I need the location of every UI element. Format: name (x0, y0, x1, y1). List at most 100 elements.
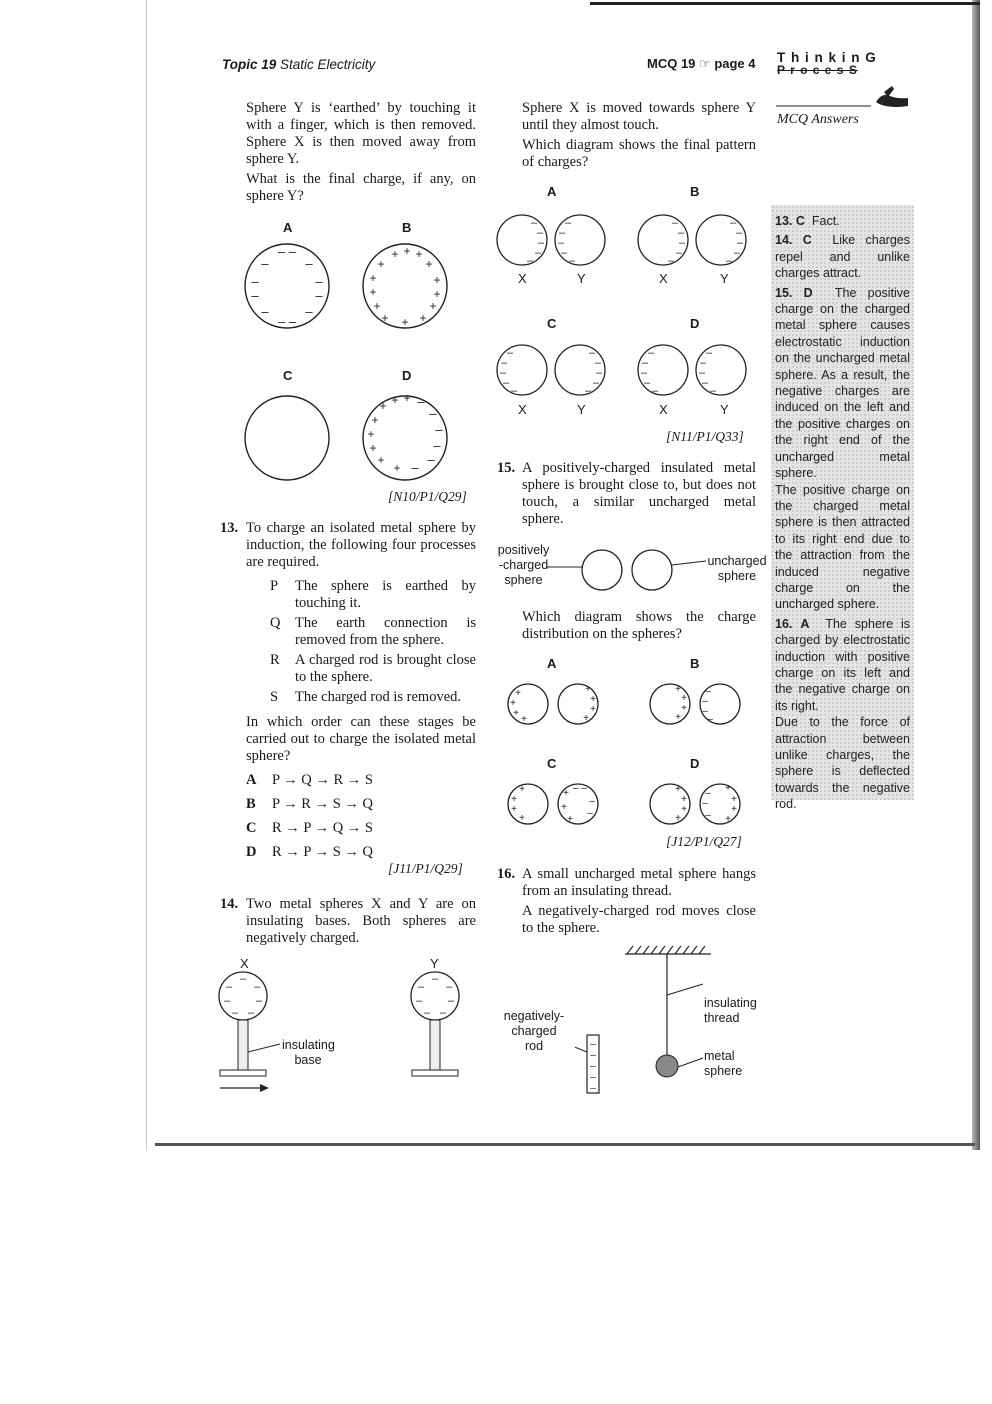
q12-opt-a-label: A (283, 220, 293, 235)
q12-sphere-d: + + + +++ ++ ––– ––– (362, 391, 448, 481)
svg-text:–: – (565, 217, 572, 229)
svg-text:–: – (446, 981, 453, 993)
svg-text:– –: – – (278, 244, 297, 259)
svg-text:– –: – – (573, 783, 587, 794)
svg-text:–: – (699, 367, 706, 379)
svg-text:–: – (251, 288, 259, 303)
mcq-page-header: MCQ 19 ☞ page 4 (647, 56, 756, 72)
svg-text:+: + (675, 784, 681, 795)
q16-para2: A negatively-charged rod moves close to … (522, 903, 756, 936)
svg-text:–: – (679, 237, 686, 249)
q15-ref: [J12/P1/Q27] (666, 834, 742, 849)
svg-text:+: + (513, 708, 519, 719)
q16-thread-label: insulating thread (704, 996, 757, 1025)
svg-text:–: – (248, 1007, 255, 1019)
svg-text:+: + (567, 814, 573, 825)
svg-text:+: + (681, 693, 687, 704)
svg-text:+: + (403, 391, 410, 405)
answers-panel (771, 205, 914, 800)
svg-text:–: – (702, 377, 709, 389)
answers-title: MCQ Answers (777, 112, 859, 127)
svg-text:–: – (590, 1072, 596, 1083)
svg-text:–: – (315, 288, 323, 303)
svg-text:+: + (519, 813, 525, 824)
svg-text:–: – (707, 714, 713, 725)
svg-text:+: + (510, 698, 516, 709)
svg-text:+: + (373, 299, 380, 313)
q15-opt-a-label: A (547, 656, 557, 671)
q15-option-c-pair: ++++ +++ – ––– (507, 783, 599, 825)
svg-text:–: – (737, 237, 744, 249)
svg-text:+: + (433, 273, 440, 287)
svg-text:–: – (736, 227, 743, 239)
svg-text:–: – (585, 385, 592, 397)
q14-a-x-label: X (518, 271, 527, 286)
q15-option-d-pair: ++++ ––– ++++ (649, 783, 741, 825)
q12-ref: [N10/P1/Q29] (388, 489, 467, 504)
svg-text:–: – (652, 385, 659, 397)
svg-text:–: – (702, 696, 708, 707)
svg-text:–: – (224, 995, 231, 1007)
svg-text:–: – (535, 247, 542, 259)
svg-text:–: – (305, 256, 313, 271)
q12-sphere-c (244, 395, 330, 481)
q14-d-x-label: X (659, 402, 668, 417)
svg-text:–: – (587, 808, 593, 819)
q14-option-b-pair: ––––– ––––– (637, 214, 747, 267)
page-label: page 4 (714, 56, 756, 71)
svg-text:–: – (305, 304, 313, 319)
svg-text:–: – (590, 1083, 596, 1094)
svg-text:–: – (448, 995, 455, 1007)
svg-text:+: + (367, 427, 374, 441)
svg-text:–: – (511, 385, 518, 397)
svg-text:–: – (559, 227, 566, 239)
svg-text:–: – (726, 255, 733, 267)
q14-c-y-label: Y (577, 402, 586, 417)
svg-text:+: + (511, 794, 517, 805)
svg-text:–: – (705, 686, 711, 697)
svg-text:+: + (675, 684, 681, 695)
svg-text:–: – (705, 810, 711, 821)
svg-text:–: – (424, 1007, 431, 1019)
svg-text:–: – (507, 347, 514, 359)
svg-text:–: – (558, 237, 565, 249)
q13-question: In which order can these stages be carri… (246, 714, 476, 764)
svg-text:+: + (731, 794, 737, 805)
svg-text:–: – (527, 255, 534, 267)
q15-question: Which diagram shows the charge distribut… (522, 609, 756, 642)
answers-list: 13. C Fact. 14. C Like charges repel and… (775, 213, 910, 816)
brand-line2: P r o c e s S (777, 63, 858, 77)
brand-line1: T h i n k i n G (777, 50, 877, 65)
svg-text:+: + (590, 694, 596, 705)
svg-text:–: – (590, 1050, 596, 1061)
q14-spheres-diagram: –– – – –– – –– – – –– – (218, 971, 460, 1092)
svg-text:–: – (531, 217, 538, 229)
svg-text:+: + (511, 804, 517, 815)
q12-opt-d-label: D (402, 368, 412, 383)
svg-text:+: + (377, 453, 384, 467)
svg-text:+: + (371, 413, 378, 427)
svg-text:–: – (702, 798, 708, 809)
svg-text:–: – (678, 227, 685, 239)
svg-text:–: – (641, 367, 648, 379)
svg-text:+: + (521, 714, 527, 725)
q14-sphere-y: –– – – –– – (410, 971, 460, 1077)
svg-text:–: – (411, 460, 419, 475)
answer-15-cont: The positive charge on the charged metal… (775, 482, 910, 612)
svg-text:–: – (418, 981, 425, 993)
answer-16-cont: Due to the force of attraction between u… (775, 715, 910, 812)
q14-number: 14. (220, 896, 239, 912)
svg-text:–: – (538, 237, 545, 249)
topic-title: Static Electricity (280, 57, 376, 72)
q14-b-y-label: Y (720, 271, 729, 286)
svg-text:+: + (675, 813, 681, 824)
svg-text:+: + (429, 299, 436, 313)
svg-text:+: + (391, 247, 398, 261)
page-edge-right (972, 0, 980, 1150)
q15-options-diagram: ++++ ++++ ++++ –––– ++++ +++ – ––– ++++ … (507, 683, 741, 825)
svg-text:–: – (251, 274, 259, 289)
